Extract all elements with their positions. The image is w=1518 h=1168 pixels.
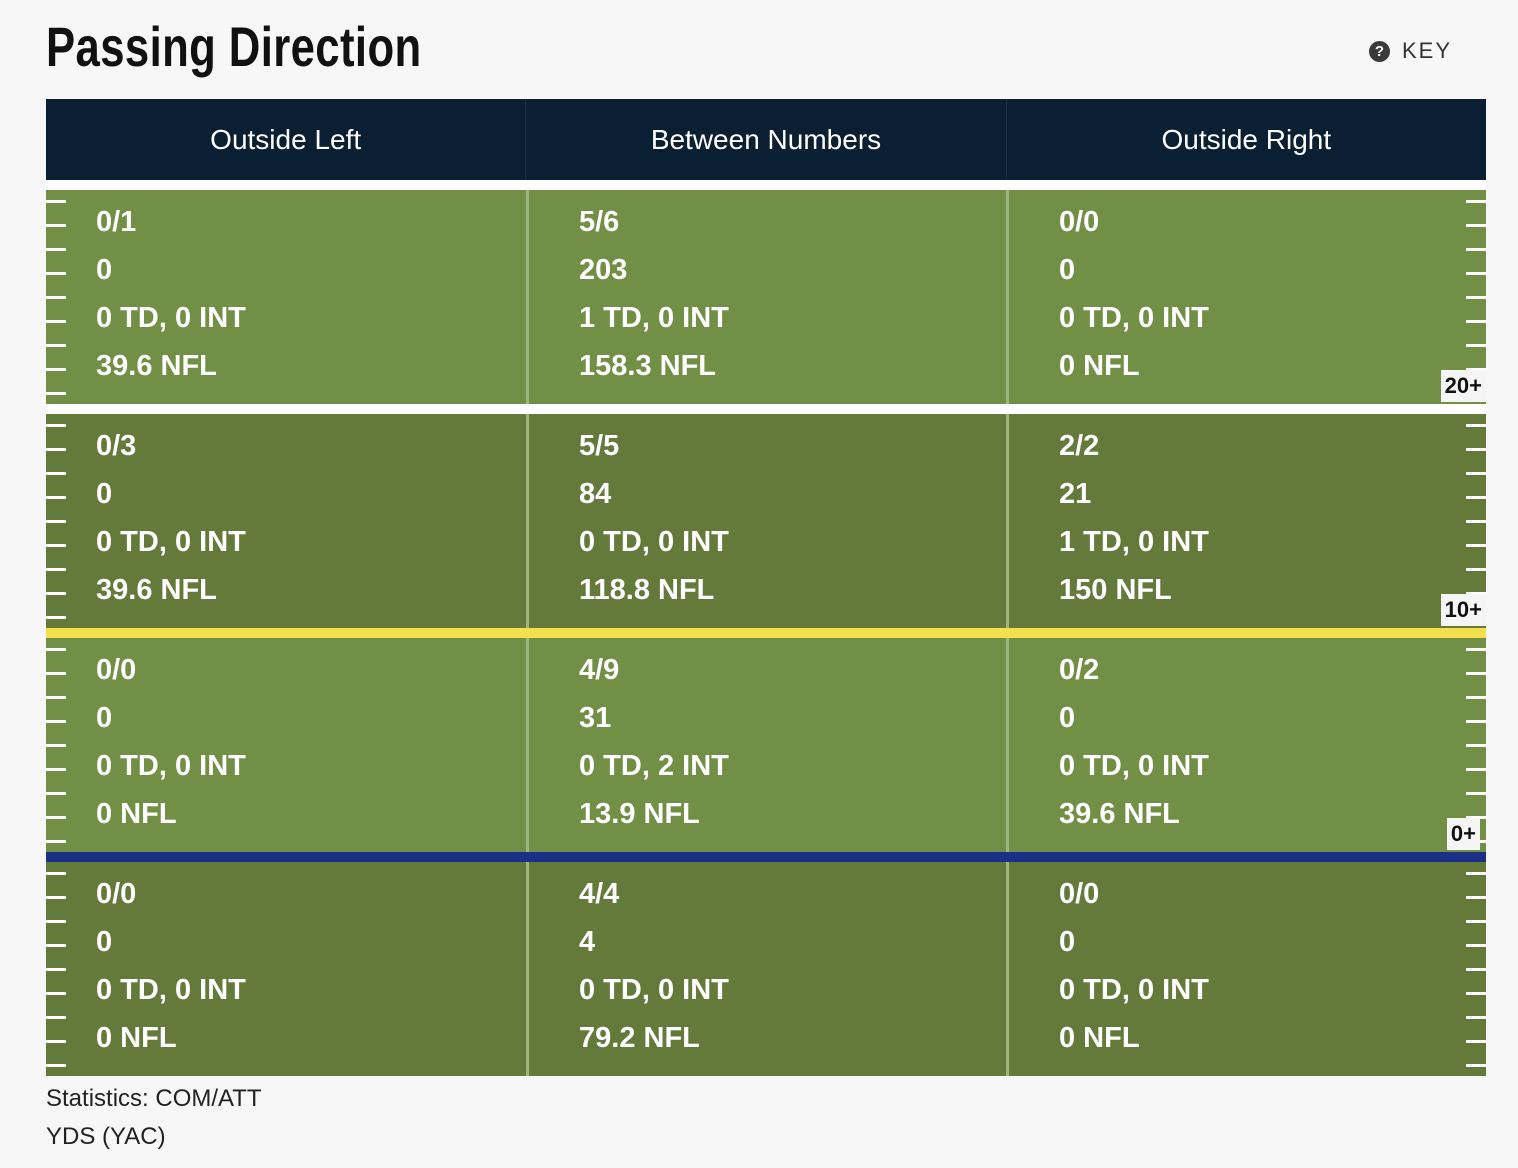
td-int: 0 TD, 0 INT: [1059, 974, 1209, 1006]
completions-attempts: 4/4: [579, 878, 620, 910]
passer-rating: 39.6 NFL: [1059, 798, 1180, 830]
td-int: 0 TD, 2 INT: [579, 750, 729, 782]
td-int: 0 TD, 0 INT: [96, 750, 246, 782]
zone-cell[interactable]: 2/2 21 1 TD, 0 INT 150 NFL: [1006, 414, 1486, 628]
hash-marks-left: [46, 638, 66, 852]
zone-cell[interactable]: 0/0 0 0 TD, 0 INT 0 NFL: [1006, 862, 1486, 1076]
zone-cell[interactable]: 4/9 31 0 TD, 2 INT 13.9 NFL: [526, 638, 1006, 852]
yards: 0: [96, 254, 113, 286]
yards: 0: [1059, 254, 1076, 286]
passer-rating: 0 NFL: [1059, 350, 1140, 382]
zone-10-plus: 0/3 0 0 TD, 0 INT 39.6 NFL 5/5 84 0 TD, …: [46, 414, 1486, 628]
header-divider: [46, 180, 1486, 190]
zone-cell[interactable]: 0/0 0 0 TD, 0 INT 0 NFL: [46, 638, 526, 852]
passer-rating: 39.6 NFL: [96, 350, 217, 382]
passer-rating: 39.6 NFL: [96, 574, 217, 606]
yards: 21: [1059, 478, 1092, 510]
passer-rating: 0 NFL: [1059, 1022, 1140, 1054]
zone-20-plus: 0/1 0 0 TD, 0 INT 39.6 NFL 5/6 203 1 TD,…: [46, 190, 1486, 404]
completions-attempts: 4/9: [579, 654, 620, 686]
first-down-line: [46, 628, 1486, 638]
hash-marks-left: [46, 862, 66, 1076]
hash-marks-left: [46, 190, 66, 404]
td-int: 0 TD, 0 INT: [579, 526, 729, 558]
passer-rating: 158.3 NFL: [579, 350, 716, 382]
help-circle-icon: ?: [1368, 40, 1390, 62]
passer-rating: 118.8 NFL: [579, 574, 715, 606]
completions-attempts: 0/0: [1059, 878, 1100, 910]
hash-marks-right: [1466, 414, 1486, 628]
yards: 31: [579, 702, 612, 734]
yards: 0: [1059, 926, 1076, 958]
column-header-between-numbers[interactable]: Between Numbers: [525, 99, 1005, 180]
td-int: 0 TD, 0 INT: [579, 974, 729, 1006]
yards: 203: [579, 254, 628, 286]
key-label: KEY: [1401, 38, 1452, 63]
passer-rating: 79.2 NFL: [579, 1022, 700, 1054]
yard-divider-20: [46, 404, 1486, 414]
hash-marks-right: [1466, 638, 1486, 852]
completions-attempts: 5/6: [579, 206, 620, 238]
zone-cell[interactable]: 5/6 203 1 TD, 0 INT 158.3 NFL: [526, 190, 1006, 404]
zone-cell[interactable]: 4/4 4 0 TD, 0 INT 79.2 NFL: [526, 862, 1006, 1076]
yards: 0: [96, 478, 113, 510]
passer-rating: 150 NFL: [1059, 574, 1172, 606]
passer-rating: 13.9 NFL: [579, 798, 700, 830]
yard-label: 10+: [1440, 594, 1486, 626]
legend-line: Statistics: COM/ATT: [46, 1085, 262, 1112]
passer-rating: 0 NFL: [96, 798, 177, 830]
line-of-scrimmage: [46, 852, 1486, 862]
td-int: 1 TD, 0 INT: [579, 302, 729, 334]
completions-attempts: 0/0: [96, 878, 137, 910]
zone-cell[interactable]: 5/5 84 0 TD, 0 INT 118.8 NFL: [526, 414, 1006, 628]
completions-attempts: 2/2: [1059, 430, 1100, 462]
zone-cell[interactable]: 0/1 0 0 TD, 0 INT 39.6 NFL: [46, 190, 526, 404]
hash-marks-left: [46, 414, 66, 628]
page-title: Passing Direction: [46, 15, 422, 78]
yards: 4: [579, 926, 596, 958]
td-int: 0 TD, 0 INT: [96, 302, 246, 334]
hash-marks-right: [1466, 190, 1486, 404]
zone-behind-line: 0/0 0 0 TD, 0 INT 0 NFL 4/4 4 0 TD, 0 IN…: [46, 862, 1486, 1076]
column-header-outside-right[interactable]: Outside Right: [1005, 99, 1486, 180]
td-int: 1 TD, 0 INT: [1059, 526, 1209, 558]
column-header-row: Outside Left Between Numbers Outside Rig…: [46, 99, 1486, 180]
completions-attempts: 0/3: [96, 430, 137, 462]
hash-marks-right: [1466, 862, 1486, 1076]
completions-attempts: 0/1: [96, 206, 137, 238]
stats-legend: Statistics: COM/ATT YDS (YAC): [46, 1080, 262, 1156]
yards: 0: [96, 926, 113, 958]
zone-cell[interactable]: 0/0 0 0 TD, 0 INT 0 NFL: [46, 862, 526, 1076]
column-header-outside-left[interactable]: Outside Left: [210, 123, 362, 155]
completions-attempts: 5/5: [579, 430, 620, 462]
yards: 0: [1059, 702, 1076, 734]
td-int: 0 TD, 0 INT: [96, 526, 246, 558]
yard-label: 20+: [1440, 370, 1486, 402]
key-button[interactable]: ? KEY: [1368, 38, 1452, 64]
completions-attempts: 0/2: [1059, 654, 1100, 686]
passer-rating: 0 NFL: [96, 1022, 177, 1054]
yard-label: 0+: [1446, 818, 1480, 850]
yards: 84: [579, 478, 612, 510]
td-int: 0 TD, 0 INT: [1059, 750, 1209, 782]
yards: 0: [96, 702, 113, 734]
zone-cell[interactable]: 0/0 0 0 TD, 0 INT 0 NFL: [1006, 190, 1486, 404]
zone-cell[interactable]: 0/3 0 0 TD, 0 INT 39.6 NFL: [46, 414, 526, 628]
legend-line: YDS (YAC): [46, 1123, 166, 1150]
zone-0-plus: 0/0 0 0 TD, 0 INT 0 NFL 4/9 31 0 TD, 2 I…: [46, 638, 1486, 852]
td-int: 0 TD, 0 INT: [96, 974, 246, 1006]
completions-attempts: 0/0: [96, 654, 137, 686]
td-int: 0 TD, 0 INT: [1059, 302, 1209, 334]
zone-cell[interactable]: 0/2 0 0 TD, 0 INT 39.6 NFL: [1006, 638, 1486, 852]
completions-attempts: 0/0: [1059, 206, 1100, 238]
